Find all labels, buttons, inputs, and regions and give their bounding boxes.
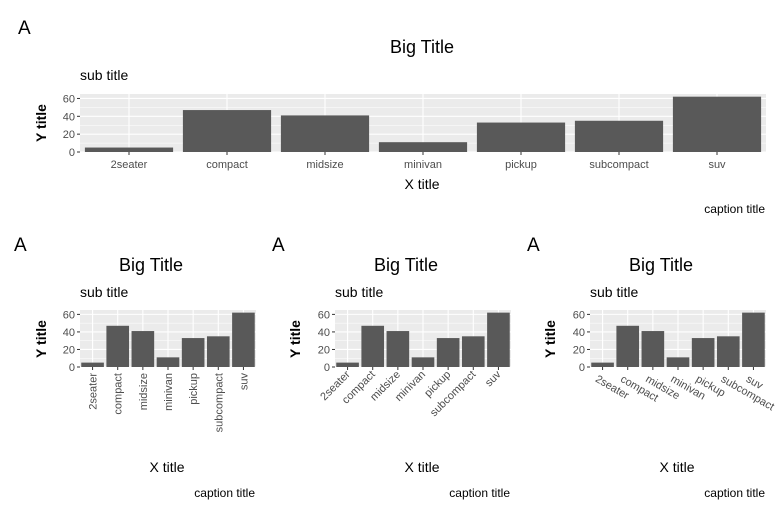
plot-tag: A [18, 18, 31, 39]
x-tick-label-minivan: minivan [163, 373, 175, 411]
chart-title: Big Title [629, 255, 693, 275]
bar-subcompact [574, 120, 664, 152]
x-tick-label-pickup: pickup [505, 159, 537, 171]
bar-2seater [81, 362, 104, 367]
bar-subcompact [206, 336, 230, 367]
y-tick-label: 0 [69, 362, 75, 374]
chart-subtitle: sub title [590, 284, 638, 300]
bar-midsize [386, 331, 410, 367]
chart-caption: caption title [194, 486, 255, 500]
y-tick-label: 60 [63, 309, 75, 321]
bar-compact [616, 325, 640, 367]
bar-minivan [156, 357, 180, 367]
x-tick-label-subcompact: subcompact [213, 373, 225, 432]
x-axis-title: X title [659, 459, 694, 475]
chart-subtitle: sub title [80, 67, 128, 83]
bar-2seater [84, 147, 174, 152]
y-tick-label: 60 [63, 93, 75, 105]
x-tick-label-compact: compact [206, 159, 248, 171]
x-tick-label-midsize: midsize [306, 159, 343, 171]
y-tick-label: 40 [63, 327, 75, 339]
y-tick-label: 40 [573, 327, 585, 339]
chart-0: A Big Title sub title 0 20 40 60 2seater compact… [18, 18, 766, 216]
chart-title: Big Title [390, 37, 454, 57]
x-tick-label-2seater: 2seater [88, 373, 100, 410]
bar-pickup [476, 122, 566, 152]
x-tick-label-2seater: 2seater [111, 159, 148, 171]
bar-compact [182, 110, 272, 152]
bar-subcompact [716, 336, 740, 367]
y-tick-label: 20 [63, 129, 75, 141]
plot-tag: A [14, 235, 27, 256]
x-tick-label-suv: suv [708, 159, 726, 171]
y-tick-label: 60 [318, 309, 330, 321]
y-axis-title: Y title [542, 320, 558, 358]
y-tick-label: 20 [573, 344, 585, 356]
bar-minivan [411, 357, 435, 367]
bar-minivan [666, 357, 690, 367]
bar-pickup [181, 338, 205, 367]
bar-pickup [691, 338, 715, 367]
y-axis-title: Y title [287, 320, 303, 358]
chart-title: Big Title [119, 255, 183, 275]
chart-1: A Big Title sub title 0 20 40 60 2seater compact… [14, 235, 256, 500]
bar-compact [106, 325, 130, 367]
chart-subtitle: sub title [80, 284, 128, 300]
plot-tag: A [272, 235, 285, 256]
y-axis-title: Y title [33, 104, 49, 142]
chart-caption: caption title [704, 202, 765, 216]
bar-suv [232, 312, 255, 367]
x-tick-label-midsize: midsize [138, 373, 150, 410]
x-tick-label-minivan: minivan [404, 159, 442, 171]
x-tick-label-pickup: pickup [188, 373, 200, 405]
x-tick-label-suv: suv [238, 373, 250, 391]
bar-suv [487, 312, 510, 367]
y-tick-label: 40 [318, 327, 330, 339]
bar-2seater [591, 362, 614, 367]
bar-subcompact [461, 336, 485, 367]
y-tick-label: 20 [318, 344, 330, 356]
y-tick-label: 0 [324, 362, 330, 374]
chart-title: Big Title [374, 255, 438, 275]
x-tick-label-compact: compact [113, 373, 125, 415]
bar-2seater [336, 362, 359, 367]
bar-suv [742, 312, 765, 367]
y-tick-label: 60 [573, 309, 585, 321]
x-axis-title: X title [404, 176, 439, 192]
bar-compact [361, 325, 385, 367]
x-axis-title: X title [404, 459, 439, 475]
y-tick-label: 40 [63, 111, 75, 123]
x-tick-label-subcompact: subcompact [589, 159, 648, 171]
y-axis-title: Y title [33, 320, 49, 358]
x-tick-label-suv: suv [483, 368, 504, 389]
y-tick-label: 0 [69, 147, 75, 159]
bar-midsize [641, 331, 665, 367]
bar-midsize [131, 331, 155, 367]
chart-subtitle: sub title [335, 284, 383, 300]
bar-suv [672, 96, 762, 152]
chart-caption: caption title [704, 486, 765, 500]
plot-tag: A [527, 235, 540, 256]
x-axis-title: X title [149, 459, 184, 475]
bar-minivan [378, 142, 468, 152]
chart-caption: caption title [449, 486, 510, 500]
bar-pickup [436, 338, 460, 367]
y-tick-label: 0 [579, 362, 585, 374]
y-tick-label: 20 [63, 344, 75, 356]
bar-midsize [280, 115, 370, 152]
